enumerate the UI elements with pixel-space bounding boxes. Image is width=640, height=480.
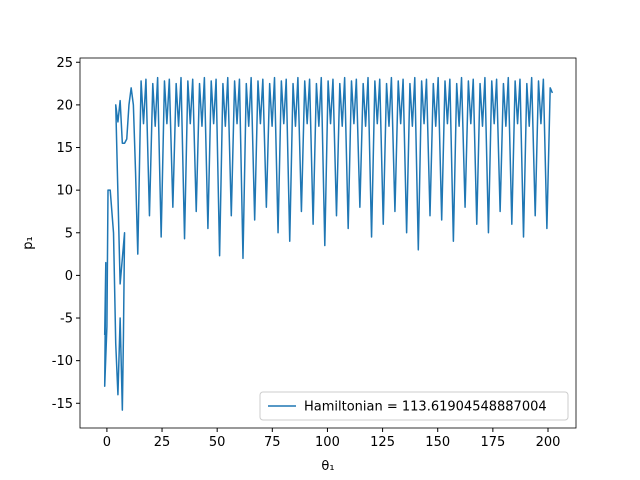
x-tick-label: 175 [480,435,505,450]
line-series [103,76,554,411]
x-tick-label: 25 [154,435,171,450]
plot-frame [79,57,577,429]
y-tick-label: 25 [56,56,73,71]
x-tick-label: 0 [103,435,111,450]
y-tick-label: 10 [56,184,73,199]
x-tick-label: 125 [370,435,395,450]
y-tick-label: 5 [65,226,73,241]
x-tick-label: 200 [536,435,561,450]
x-tick-label: 50 [209,435,226,450]
legend-label: Hamiltonian = 113.61904548887004 [304,400,547,415]
y-tick-label: 0 [65,269,73,284]
x-axis-label: θ₁ [321,459,334,474]
x-tick-label: 75 [264,435,281,450]
y-tick-label: -15 [52,397,73,412]
y-tick-label: 15 [56,141,73,156]
y-tick-label: -10 [52,354,73,369]
y-axis-label: p₁ [21,236,36,249]
x-tick-label: 150 [425,435,450,450]
legend-box [259,391,569,421]
y-tick-label: 20 [56,98,73,113]
x-tick-label: 100 [315,435,340,450]
y-tick-label: -5 [60,312,73,327]
